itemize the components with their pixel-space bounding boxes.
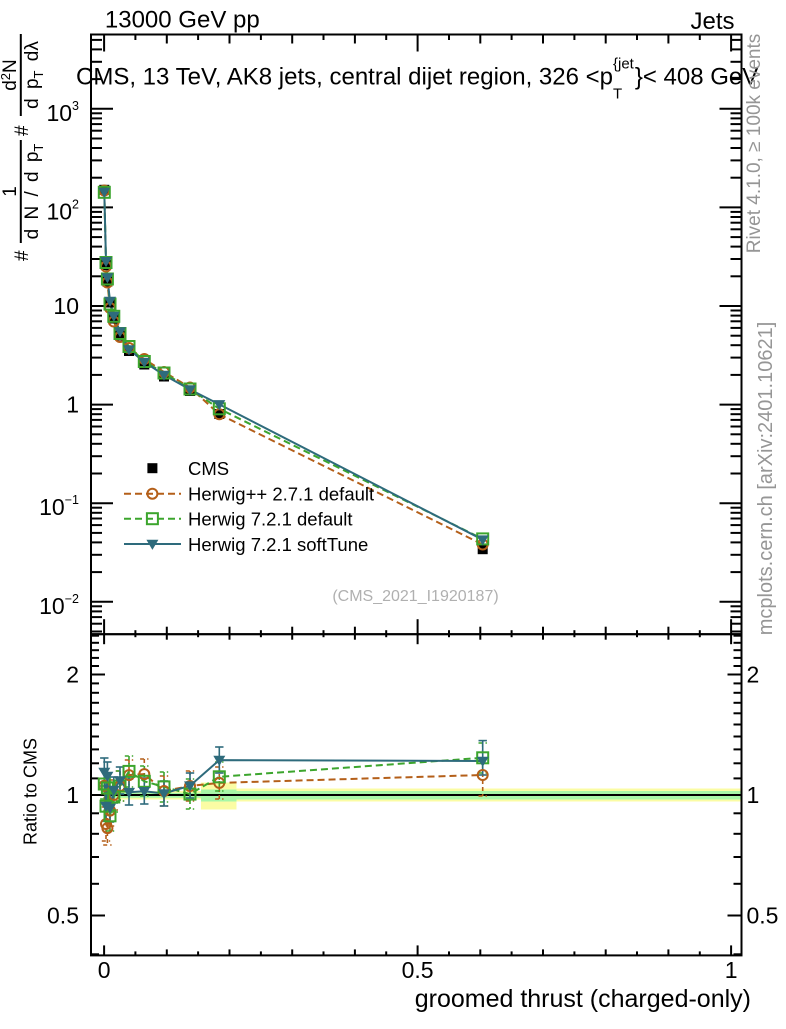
svg-text:1: 1 <box>0 186 21 197</box>
svg-text:Jets: Jets <box>690 8 734 35</box>
svg-text:groomed thrust (charged-only): groomed thrust (charged-only) <box>415 985 751 1013</box>
svg-text:102: 102 <box>46 197 79 224</box>
svg-text:10: 10 <box>53 293 79 319</box>
svg-text:(CMS_2021_I1920187): (CMS_2021_I1920187) <box>332 588 498 605</box>
svg-text:1: 1 <box>725 957 738 983</box>
svg-text:2: 2 <box>747 662 760 688</box>
svg-text:1: 1 <box>66 782 79 808</box>
svg-text:0.5: 0.5 <box>47 903 79 929</box>
svg-text:1: 1 <box>66 392 79 418</box>
svg-text:Herwig++ 2.7.1 default: Herwig++ 2.7.1 default <box>188 484 374 505</box>
svg-text:CMS: CMS <box>188 458 229 479</box>
svg-text:Herwig 7.2.1 default: Herwig 7.2.1 default <box>188 509 353 530</box>
svg-text:103: 103 <box>46 99 79 126</box>
svg-text:#: # <box>12 250 33 261</box>
svg-text:0.5: 0.5 <box>747 903 779 929</box>
svg-text:0.5: 0.5 <box>402 957 434 983</box>
svg-text:d2N: d2N <box>0 59 21 91</box>
svg-text:0: 0 <box>98 957 111 983</box>
svg-text:mcplots.cern.ch [arXiv:2401.10: mcplots.cern.ch [arXiv:2401.10621] <box>755 322 777 636</box>
svg-text:1: 1 <box>747 782 760 808</box>
svg-text:13000 GeV pp: 13000 GeV pp <box>105 7 260 34</box>
svg-text:Ratio to CMS: Ratio to CMS <box>21 738 41 845</box>
svg-text:d N / d pT: d N / d pT <box>22 144 46 240</box>
svg-text:10−1: 10−1 <box>39 493 79 520</box>
svg-text:#: # <box>12 125 33 136</box>
svg-text:Herwig 7.2.1 softTune: Herwig 7.2.1 softTune <box>188 534 368 555</box>
svg-text:Rivet 4.1.0, ≥ 100k events: Rivet 4.1.0, ≥ 100k events <box>744 34 765 254</box>
svg-text:10−2: 10−2 <box>39 592 79 619</box>
svg-text:2: 2 <box>66 662 79 688</box>
